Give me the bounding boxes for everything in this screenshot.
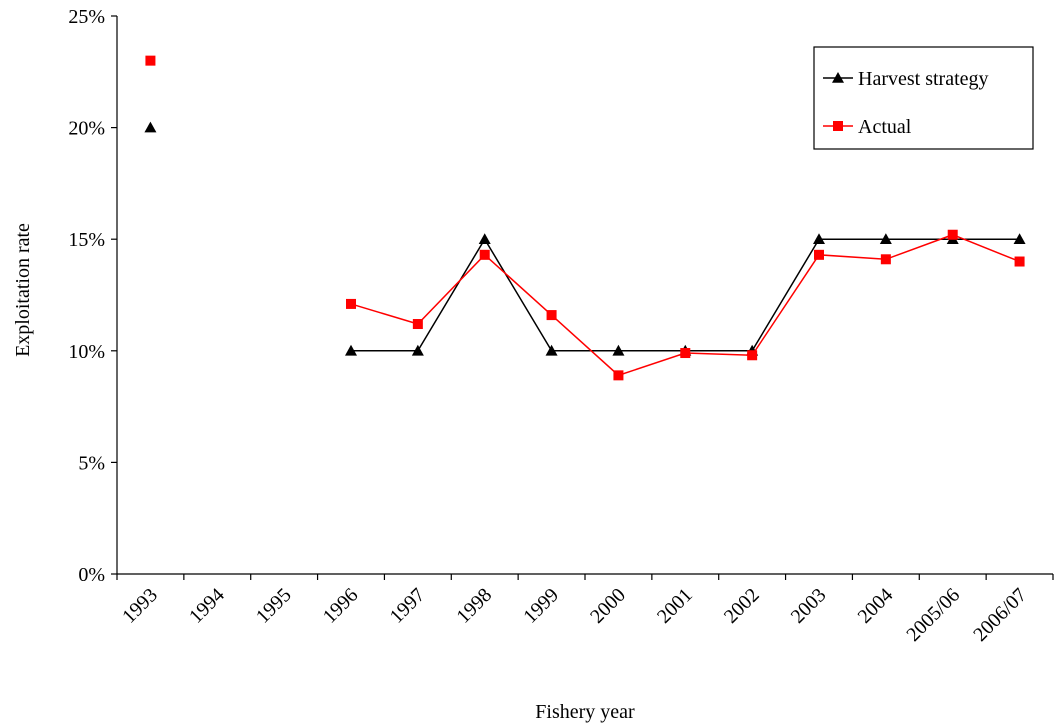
- x-tick-label: 2004: [854, 584, 898, 628]
- x-tick-label: 2006/07: [969, 584, 1031, 646]
- data-point: [479, 249, 490, 260]
- y-tick-label: 25%: [68, 6, 105, 28]
- legend-box: [813, 46, 1034, 150]
- series-1: [145, 55, 1025, 381]
- data-point: [1014, 256, 1025, 267]
- data-point: [411, 344, 424, 356]
- data-point: [613, 370, 624, 381]
- data-point: [680, 348, 691, 359]
- y-tick-label: 0%: [78, 564, 105, 586]
- data-point: [813, 233, 825, 244]
- data-point: [478, 233, 491, 244]
- data-point: [1013, 233, 1026, 244]
- data-point: [412, 319, 423, 330]
- y-tick-label: 10%: [68, 341, 105, 363]
- data-point: [545, 344, 558, 356]
- data-point: [144, 121, 157, 133]
- legend-item: Actual: [823, 116, 912, 138]
- x-tick-label: 1995: [252, 584, 296, 628]
- series-0: [144, 121, 1026, 356]
- x-tick-label: 2005/06: [902, 584, 964, 646]
- data-point: [947, 229, 958, 240]
- data-point: [880, 254, 891, 265]
- legend-marker: [832, 72, 844, 83]
- x-tick-label: 1993: [118, 584, 162, 628]
- y-tick-label: 15%: [68, 229, 105, 251]
- data-point: [879, 233, 892, 244]
- x-tick-label: 1998: [452, 584, 496, 628]
- data-point: [546, 310, 557, 321]
- legend-label: Harvest strategy: [858, 68, 989, 90]
- data-point: [814, 249, 824, 260]
- x-tick-label: 2000: [586, 584, 630, 628]
- legend-marker: [833, 121, 843, 131]
- legend-item: Harvest strategy: [823, 68, 989, 90]
- series-line: [351, 237, 1020, 352]
- x-tick-label: 2003: [787, 584, 831, 628]
- data-point: [612, 344, 625, 356]
- x-tick-label: 1996: [319, 584, 363, 628]
- legend: Harvest strategy Actual: [813, 46, 1034, 150]
- y-tick-label: 20%: [68, 118, 105, 140]
- legend-label: Actual: [858, 116, 912, 138]
- y-axis-title: Exploitation rate: [12, 223, 34, 357]
- data-point: [345, 344, 357, 356]
- data-point: [145, 55, 156, 66]
- data-point: [747, 350, 758, 361]
- series-layer: [144, 55, 1026, 381]
- x-axis-title: Fishery year: [535, 701, 635, 723]
- y-tick-label: 5%: [78, 452, 105, 474]
- data-point: [346, 298, 356, 309]
- x-tick-label: 2002: [720, 584, 764, 628]
- x-tick-label: 1994: [185, 584, 229, 628]
- legend-items: Harvest strategy Actual: [823, 68, 989, 138]
- x-tick-label: 1999: [519, 584, 563, 628]
- x-tick-label: 1997: [386, 584, 430, 628]
- x-tick-label: 2001: [653, 584, 697, 628]
